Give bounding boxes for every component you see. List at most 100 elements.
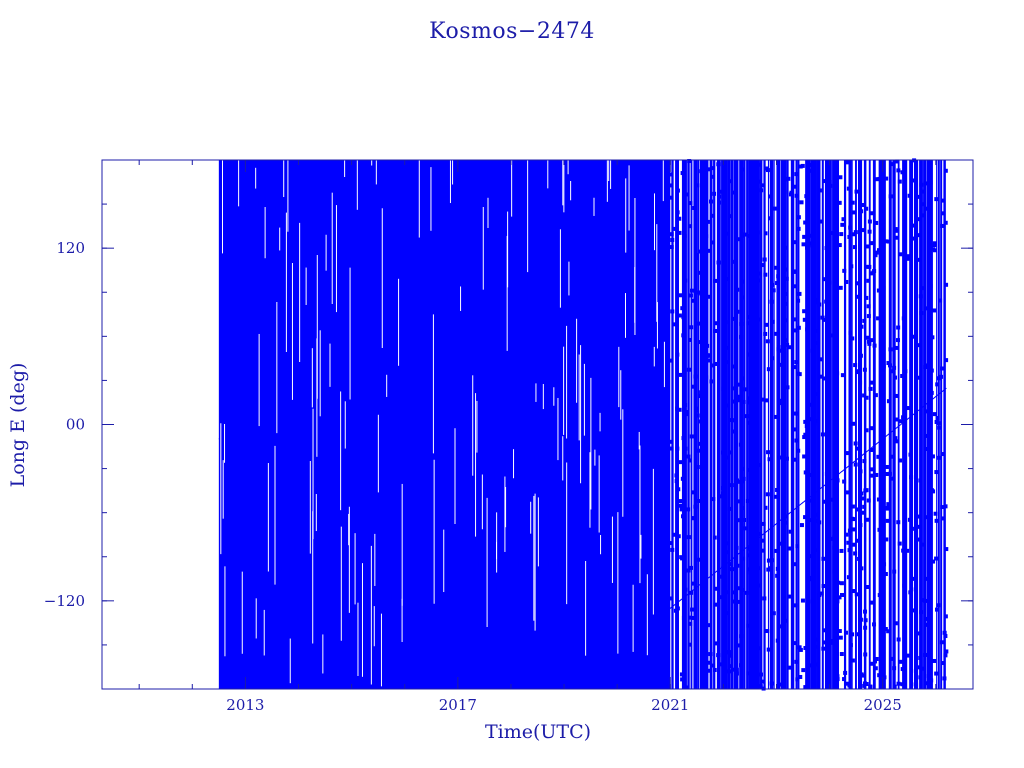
data-point <box>770 319 775 324</box>
data-point <box>929 368 934 373</box>
data-point <box>710 240 715 245</box>
data-point <box>747 567 752 572</box>
data-point <box>806 243 811 248</box>
data-point <box>889 162 894 167</box>
data-point <box>669 172 674 177</box>
data-point <box>765 629 770 634</box>
data-point <box>740 376 745 381</box>
data-point <box>675 210 680 215</box>
data-point <box>750 439 755 444</box>
data-point <box>876 248 881 253</box>
data-point <box>763 231 768 236</box>
data-point <box>920 598 925 603</box>
data-point <box>771 611 776 616</box>
data-point <box>869 600 874 605</box>
data-point <box>783 301 788 306</box>
data-point <box>679 555 684 560</box>
data-point <box>688 293 693 298</box>
data-point <box>811 669 816 674</box>
data-point <box>716 162 721 167</box>
data-point <box>868 684 873 689</box>
data-point <box>850 200 855 205</box>
data-point <box>832 683 837 688</box>
data-point <box>707 358 712 363</box>
data-point <box>833 271 838 276</box>
data-point <box>802 435 807 440</box>
data-point <box>747 546 752 551</box>
x-tick-label: 2021 <box>651 696 689 714</box>
data-point <box>702 506 707 511</box>
data-point <box>932 243 937 248</box>
data-point <box>769 558 774 563</box>
data-point <box>847 234 852 239</box>
data-point <box>766 647 771 652</box>
data-point <box>832 640 837 645</box>
data-point <box>788 192 793 197</box>
data-point <box>935 382 940 387</box>
data-point <box>838 635 843 640</box>
data-point <box>676 534 681 539</box>
data-point <box>829 333 834 338</box>
data-point <box>777 398 782 403</box>
data-point <box>703 231 708 236</box>
data-point <box>761 397 766 402</box>
data-point <box>714 641 719 646</box>
data-point <box>858 617 863 622</box>
data-point <box>694 252 699 257</box>
data-point <box>861 228 866 233</box>
data-point <box>795 371 800 376</box>
data-point <box>815 512 820 517</box>
data-point <box>853 551 858 556</box>
data-point <box>694 256 699 261</box>
data-point <box>835 674 840 679</box>
data-point <box>722 635 727 640</box>
data-point <box>934 197 939 202</box>
data-point <box>852 245 857 250</box>
y-tick-labels: 120 00 −120 <box>44 239 85 610</box>
x-tick-label: 2013 <box>226 696 264 714</box>
data-point <box>706 248 711 253</box>
data-point <box>788 594 793 599</box>
data-point <box>863 652 868 657</box>
data-point <box>774 331 779 336</box>
data-point <box>881 221 886 226</box>
data-point <box>851 527 856 532</box>
data-point <box>869 211 874 216</box>
data-point <box>806 498 811 503</box>
data-point <box>711 166 716 171</box>
data-point <box>879 392 884 397</box>
data-point <box>919 610 924 615</box>
data-point <box>822 277 827 282</box>
data-point <box>795 677 800 682</box>
data-point <box>894 439 899 444</box>
data-point <box>775 638 780 643</box>
data-point <box>792 269 797 274</box>
data-point <box>682 514 687 519</box>
data-point <box>783 318 788 323</box>
data-point <box>697 394 702 399</box>
data-point <box>933 511 938 516</box>
data-point <box>803 432 808 437</box>
data-point <box>802 309 807 314</box>
data-point <box>743 387 748 392</box>
data-point <box>916 217 921 222</box>
data-point <box>701 400 706 405</box>
data-point <box>739 634 744 639</box>
data-point <box>803 419 808 424</box>
data-point <box>799 523 804 528</box>
data-point <box>674 473 679 478</box>
data-point <box>899 419 904 424</box>
data-point <box>826 255 831 260</box>
data-point <box>817 188 822 193</box>
data-point <box>740 233 745 238</box>
data-point <box>803 685 808 690</box>
data-point <box>795 544 800 549</box>
data-point <box>865 335 870 340</box>
data-point <box>928 180 933 185</box>
data-point <box>744 590 749 595</box>
data-point <box>838 285 843 290</box>
data-point <box>820 432 825 437</box>
data-point <box>767 457 772 462</box>
data-point <box>755 230 760 235</box>
data-point <box>686 568 691 573</box>
